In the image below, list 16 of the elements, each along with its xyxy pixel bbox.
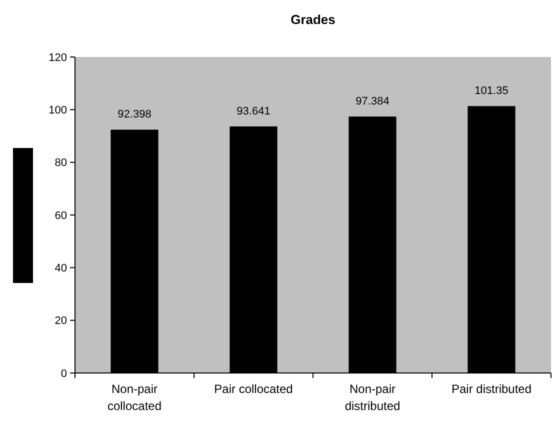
y-tick-label: 60 <box>54 210 67 222</box>
data-label: 93.641 <box>236 105 270 118</box>
data-label: 101.35 <box>474 85 508 98</box>
y-tick-label: 20 <box>54 315 67 328</box>
x-tick-label: Pair collocated <box>214 382 293 396</box>
y-tick-label: 120 <box>48 52 67 64</box>
data-label: 97.384 <box>356 96 390 108</box>
chart-title: Grades <box>290 12 336 27</box>
y-tick-label: 40 <box>54 262 67 275</box>
x-tick-label: Pair distributed <box>451 382 532 396</box>
data-label: 92.398 <box>118 108 152 121</box>
x-tick-label: Non-pair collocated <box>107 382 162 413</box>
y-tick-label: 80 <box>54 157 67 170</box>
y-tick-label: 100 <box>48 104 67 117</box>
y-tick-label: 0 <box>60 368 67 380</box>
x-tick-label: Non-pair distributed <box>344 382 400 413</box>
